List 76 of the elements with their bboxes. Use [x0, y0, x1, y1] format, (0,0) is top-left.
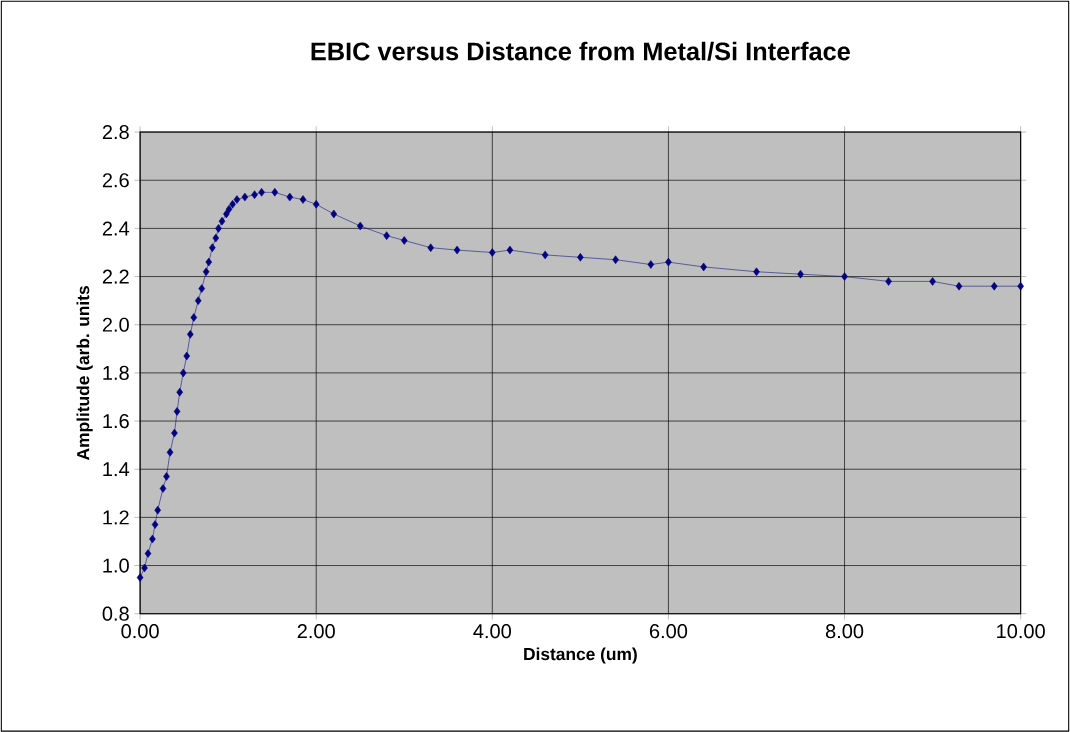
point: [330, 209, 338, 219]
x-tick-label: 10.00: [997, 623, 1045, 639]
point: [215, 223, 222, 233]
y-tick-label: 2.4: [102, 221, 130, 236]
x-tick-label: 4.00: [473, 623, 511, 639]
point: [489, 247, 496, 257]
point: [209, 243, 216, 252]
y-tick-label: 1.6: [103, 413, 129, 428]
point: [176, 387, 183, 397]
point: [400, 235, 408, 245]
point: [356, 221, 364, 231]
y-tick-label: 2.6: [102, 172, 129, 188]
point: [665, 257, 672, 267]
point: [929, 276, 936, 286]
point: [212, 233, 220, 243]
point: [141, 563, 148, 573]
point: [647, 260, 655, 269]
point: [225, 204, 233, 214]
x-tick-label: 2.00: [297, 623, 335, 639]
y-tick-label: 1.4: [103, 462, 130, 476]
point: [187, 329, 194, 339]
point: [299, 195, 307, 204]
point: [202, 267, 210, 276]
point: [251, 190, 258, 199]
point: [205, 257, 213, 267]
point: [183, 351, 191, 361]
point: [700, 262, 707, 271]
y-tick-label: 0.8: [102, 606, 129, 621]
point: [258, 187, 265, 197]
point: [136, 573, 144, 582]
point: [383, 231, 390, 240]
y-tick-label: 2.0: [102, 317, 129, 332]
point: [163, 471, 170, 481]
point: [233, 195, 241, 204]
point: [241, 192, 249, 202]
point: [955, 281, 963, 291]
point: [149, 534, 156, 544]
point: [841, 272, 848, 281]
y-tick-label: 2.8: [102, 124, 129, 139]
point: [271, 187, 279, 197]
point: [198, 284, 206, 293]
point: [577, 252, 584, 262]
point: [159, 483, 167, 493]
x-axis-title: Distance (um): [524, 647, 637, 664]
x-tick-label: 0.00: [121, 623, 159, 639]
point: [990, 281, 998, 291]
point: [541, 250, 549, 259]
point: [154, 505, 161, 515]
point: [312, 199, 320, 209]
x-tick-label: 8.00: [825, 623, 864, 639]
point: [190, 313, 198, 322]
point: [166, 447, 174, 457]
point: [612, 255, 619, 264]
point: [1017, 281, 1024, 291]
point: [506, 245, 514, 255]
y-axis-title: Amplitude (arb. units: [76, 285, 93, 460]
point: [194, 296, 202, 305]
point: [229, 199, 236, 209]
point: [151, 520, 159, 529]
y-tick-label: 2.2: [102, 269, 129, 284]
point: [885, 276, 892, 286]
point: [173, 406, 181, 416]
point: [453, 245, 461, 255]
y-tick-label: 1.8: [103, 365, 129, 380]
point: [179, 368, 187, 377]
chart-title: EBIC versus Distance from Metal/Si Interface: [311, 41, 850, 61]
point: [797, 269, 804, 279]
point: [144, 549, 152, 558]
point: [427, 243, 434, 252]
point: [286, 192, 294, 202]
x-tick-label: 6.00: [649, 623, 688, 639]
point: [753, 267, 760, 276]
y-tick-label: 1.2: [103, 510, 129, 525]
y-tick-label: 1.0: [103, 558, 129, 573]
point: [218, 216, 226, 226]
point: [171, 428, 178, 438]
